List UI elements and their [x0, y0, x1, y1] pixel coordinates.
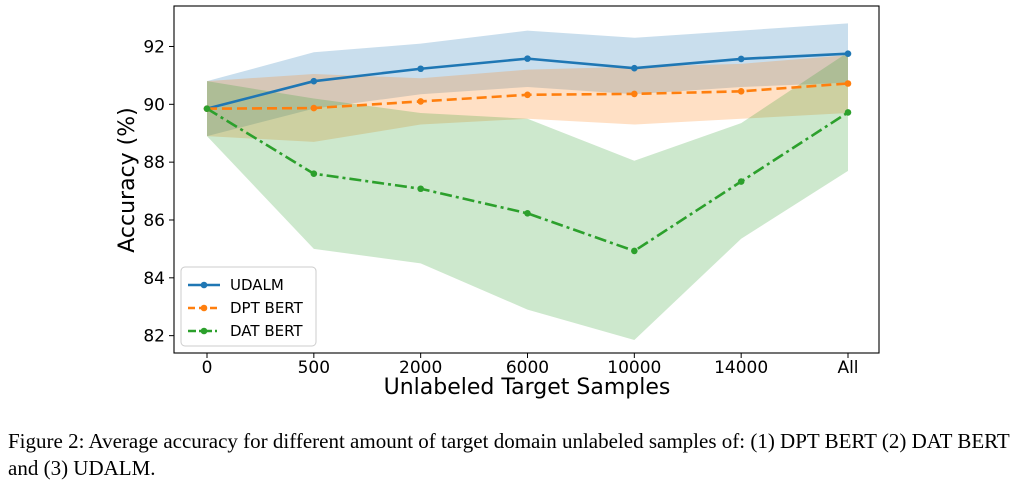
y-tick-label: 92	[143, 37, 165, 57]
point-dat-bert	[524, 210, 531, 217]
band-udalm	[207, 23, 848, 137]
point-udalm	[844, 50, 852, 58]
y-tick-label: 90	[143, 95, 165, 115]
y-tick-label: 86	[143, 211, 165, 231]
point-dat-bert	[203, 105, 211, 112]
x-tick-label: 500	[298, 358, 330, 378]
legend-box	[180, 266, 317, 347]
point-dpt-bert	[631, 90, 638, 98]
point-dat-bert	[417, 185, 424, 193]
point-dpt-bert	[737, 88, 745, 95]
series-markers	[203, 50, 852, 255]
legend-label-dat-bert: DAT BERT	[230, 322, 303, 340]
x-axis-ticks: 0 500 2000 6000 10000 14000 All	[202, 353, 859, 378]
legend-marker-udalm	[200, 281, 208, 289]
chart-legend: UDALM DPT BERT DAT BERT	[180, 266, 317, 347]
point-dpt-bert	[844, 80, 852, 87]
x-tick-label: 0	[202, 358, 213, 378]
point-udalm	[310, 77, 318, 85]
y-tick-label: 88	[143, 153, 165, 173]
y-axis-label: Accuracy (%)	[115, 107, 140, 253]
legend-label-udalm: UDALM	[230, 276, 284, 294]
legend-marker-dpt-bert	[200, 304, 208, 312]
point-udalm	[631, 64, 638, 72]
point-dat-bert	[737, 178, 745, 185]
x-tick-label: 2000	[399, 358, 442, 378]
point-dat-bert	[844, 109, 852, 116]
point-udalm	[417, 65, 424, 73]
x-axis-label: Unlabeled Target Samples	[384, 375, 671, 400]
accuracy-line-chart: 82 84 86 88 90 92 0 500 2000 6000 10000 14000 All U…	[115, 5, 880, 400]
point-dat-bert	[631, 247, 638, 255]
x-tick-label: 6000	[506, 358, 549, 378]
plot-frame	[173, 5, 880, 354]
legend-marker-dat-bert	[200, 327, 208, 335]
figure-caption: Figure 2: Average accuracy for different…	[8, 429, 1010, 480]
y-tick-label: 82	[143, 327, 165, 347]
legend-label-dpt-bert: DPT BERT	[230, 299, 304, 317]
confidence-bands	[207, 23, 848, 340]
y-tick-label: 84	[143, 269, 165, 289]
point-udalm	[524, 55, 531, 62]
x-tick-label: 10000	[607, 358, 661, 378]
point-dpt-bert	[417, 98, 424, 105]
y-axis-ticks: 82 84 86 88 90 92	[143, 37, 174, 347]
point-dpt-bert	[524, 91, 531, 99]
x-tick-label: 14000	[714, 358, 768, 378]
point-dat-bert	[310, 170, 318, 178]
point-udalm	[737, 55, 745, 63]
point-dpt-bert	[310, 104, 318, 112]
x-tick-label: All	[837, 358, 858, 378]
band-dat-bert	[207, 52, 848, 340]
band-dpt-bert	[207, 55, 848, 142]
